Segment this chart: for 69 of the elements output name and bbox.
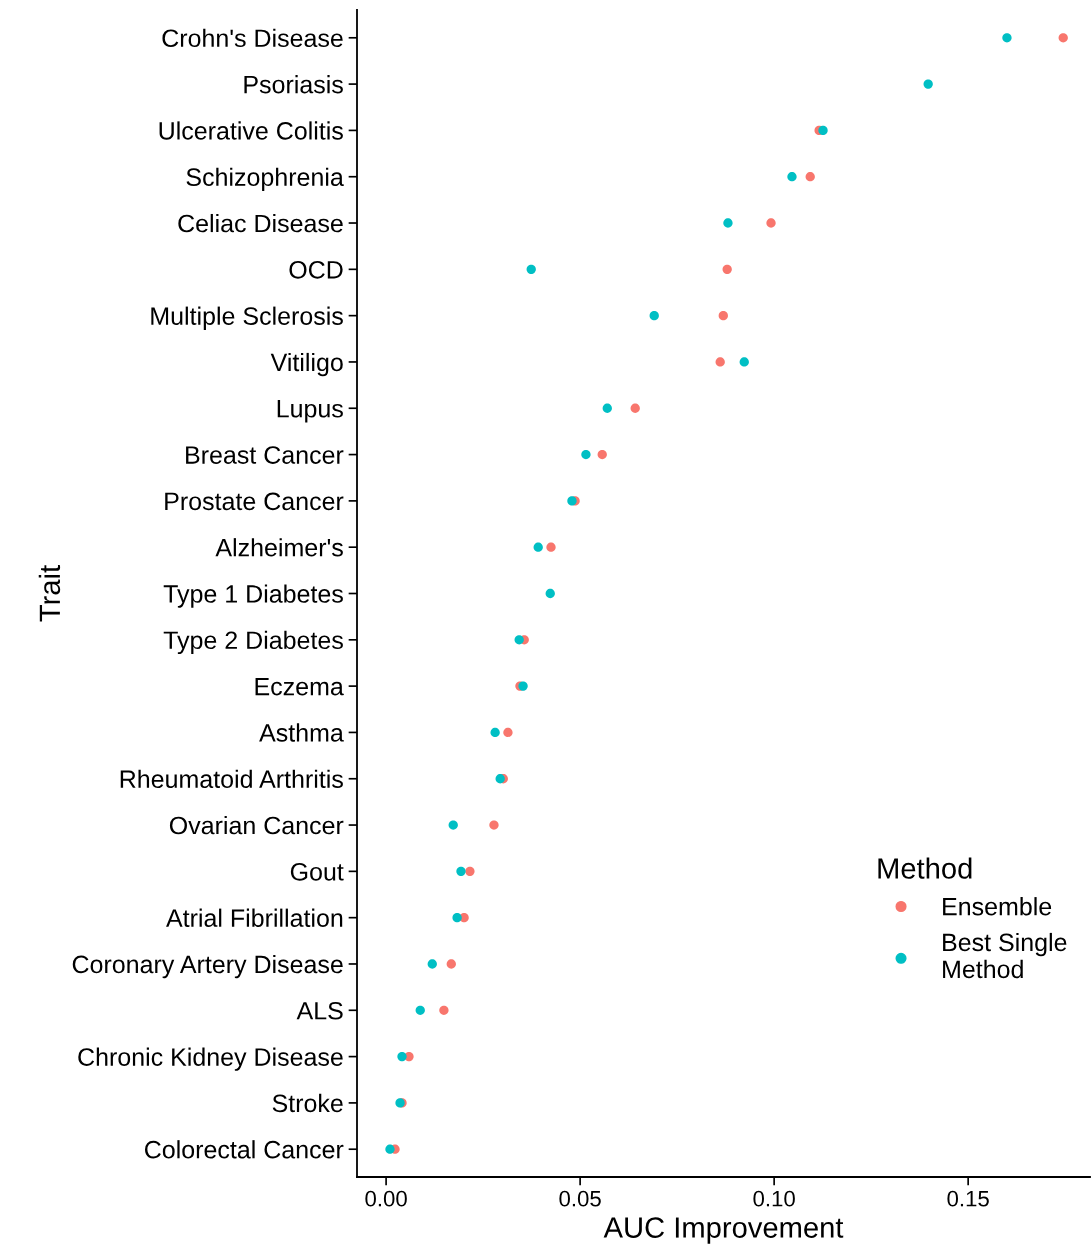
point xyxy=(722,264,732,274)
y-tick-label: Crohn's Disease xyxy=(162,28,343,48)
point xyxy=(581,449,591,460)
y-tick-label: Psoriasis xyxy=(244,75,343,94)
y-tick-label: Ovarian Cancer xyxy=(169,815,344,835)
y-tick-label: Type 2 Diabetes xyxy=(163,630,343,655)
point xyxy=(546,542,556,552)
y-tick-label: Schizophrenia xyxy=(186,167,344,191)
y-tick-label: Breast Cancer xyxy=(186,446,344,464)
y-tick-label: Alzheimer's xyxy=(215,538,343,557)
point xyxy=(465,866,475,877)
point xyxy=(818,125,828,136)
y-tick-label: Ulcerative Colitis xyxy=(159,121,343,140)
point xyxy=(597,449,607,460)
x-tick-label: 0.10 xyxy=(753,1190,795,1207)
point xyxy=(649,310,659,321)
point xyxy=(446,959,456,969)
y-tick-label: Eczema xyxy=(255,677,344,696)
x-tick-label: 0.15 xyxy=(947,1190,989,1207)
point xyxy=(448,820,458,830)
point xyxy=(503,727,513,738)
point xyxy=(456,866,466,877)
point xyxy=(490,727,500,738)
point xyxy=(787,172,797,182)
legend-label: Ensemble xyxy=(943,897,1052,916)
point xyxy=(739,357,749,367)
y-tick-label: Asthma xyxy=(259,723,344,742)
point xyxy=(1058,33,1068,43)
point xyxy=(397,1051,407,1062)
point xyxy=(489,820,499,830)
point xyxy=(439,1005,449,1015)
point xyxy=(602,403,612,413)
point xyxy=(923,79,933,89)
x-tick-label: 0.00 xyxy=(365,1190,407,1207)
legend-label: Best Single Method xyxy=(943,932,1067,979)
y-tick-label: Lupus xyxy=(277,400,343,423)
point xyxy=(1002,33,1012,43)
y-tick-label: OCD xyxy=(289,260,343,279)
y-tick-label: Multiple Sclerosis xyxy=(151,306,343,330)
point xyxy=(514,635,524,645)
point xyxy=(723,218,733,228)
y-tick-label: Atrial Fibrillation xyxy=(166,908,343,927)
point xyxy=(415,1005,425,1015)
y-tick-label: Celiac Disease xyxy=(178,213,343,233)
legend-title: Method xyxy=(878,857,972,879)
y-axis-title: Trait xyxy=(38,565,61,622)
point xyxy=(766,218,776,228)
y-tick-label: Rheumatoid Arthritis xyxy=(120,769,343,789)
point xyxy=(385,1144,395,1154)
y-tick-label: ALS xyxy=(296,1001,343,1020)
y-tick-label: Colorectal Cancer xyxy=(145,1140,344,1159)
point xyxy=(805,172,815,182)
point xyxy=(427,959,437,969)
point xyxy=(533,542,543,552)
x-axis-title: AUC Improvement xyxy=(603,1217,844,1244)
point xyxy=(715,357,725,367)
y-tick-label: Chronic Kidney Disease xyxy=(78,1047,343,1071)
x-tick-label: 0.05 xyxy=(559,1190,601,1207)
y-tick-label: Stroke xyxy=(272,1093,343,1113)
point xyxy=(452,913,462,923)
y-tick-label: Type 1 Diabetes xyxy=(163,584,343,608)
point xyxy=(545,588,555,599)
point xyxy=(718,310,728,321)
y-tick-label: Coronary Artery Disease xyxy=(72,954,343,979)
y-tick-label: Vitiligo xyxy=(270,352,343,377)
point xyxy=(630,403,640,413)
point xyxy=(526,264,536,274)
y-tick-label: Gout xyxy=(290,862,344,881)
y-tick-label: Prostate Cancer xyxy=(165,492,344,511)
